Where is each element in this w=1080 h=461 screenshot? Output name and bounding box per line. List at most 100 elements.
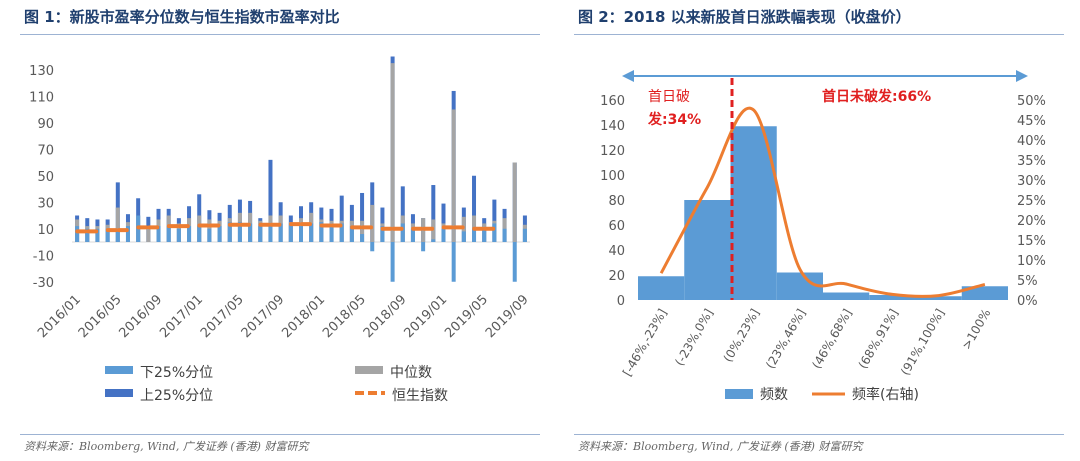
x-tick-label: 2016/01	[35, 292, 84, 341]
bar-q1	[237, 222, 242, 242]
arrow-left-icon	[622, 70, 634, 82]
bar-q1	[105, 228, 110, 242]
y-left-tick-label: 40	[608, 244, 625, 259]
bar-q1	[370, 242, 375, 252]
category-label: (91%,100%]	[898, 307, 947, 378]
category-label: (23%,46%]	[763, 307, 808, 372]
legend-label-line: 频率(右轴)	[852, 386, 919, 403]
category-label: >100%	[959, 307, 993, 352]
category-label: (68%,91%]	[856, 307, 901, 372]
bar-q1	[319, 222, 324, 242]
bar-q1	[461, 231, 466, 242]
bar-q3	[431, 185, 436, 242]
bar-q1	[115, 228, 120, 242]
histogram-bar	[869, 295, 916, 300]
bar-q1	[512, 242, 517, 282]
footer-divider	[20, 434, 540, 435]
bar-q1	[339, 223, 344, 242]
bar-q1	[380, 226, 385, 242]
bar-median	[390, 63, 395, 242]
bar-q1	[431, 239, 436, 242]
bar-q1	[85, 228, 90, 242]
bar-median	[370, 204, 375, 242]
legend-label-bar: 频数	[760, 387, 788, 403]
bar-q1	[207, 228, 212, 242]
y-right-tick-label: 15%	[1017, 234, 1046, 249]
x-tick-label: 2018/01	[279, 292, 328, 341]
y-right-tick-label: 5%	[1017, 274, 1038, 289]
y-tick-label: 30	[37, 196, 54, 211]
legend-swatch-q1	[105, 366, 133, 374]
y-left-tick-label: 100	[600, 169, 625, 184]
histogram-bar	[684, 200, 731, 300]
bar-q1	[176, 228, 181, 242]
bar-median	[360, 220, 365, 242]
y-left-tick-label: 20	[608, 269, 625, 284]
legend-label-hsi: 恒生指数	[392, 388, 448, 404]
histogram-bar	[638, 276, 685, 300]
y-right-tick-label: 50%	[1017, 94, 1046, 109]
bar-q1	[166, 226, 171, 242]
bar-q1	[472, 228, 477, 242]
y-left-tick-label: 80	[608, 194, 625, 209]
y-tick-label: -10	[33, 249, 54, 264]
legend-label-q1: 下25%分位	[140, 365, 213, 381]
title-divider	[20, 34, 540, 35]
histogram-bar	[961, 286, 1008, 300]
y-tick-label: 70	[37, 143, 54, 158]
y-left-tick-label: 60	[608, 219, 625, 234]
y-right-tick-label: 0%	[1017, 294, 1038, 309]
x-tick-label: 2017/01	[157, 292, 206, 341]
bar-q1	[95, 228, 100, 242]
y-tick-label: 10	[37, 223, 54, 238]
legend-swatch-median	[355, 366, 383, 374]
bar-median	[146, 228, 151, 242]
bar-median	[512, 162, 517, 242]
bar-q1	[75, 226, 80, 242]
bar-q1	[329, 226, 334, 242]
bar-q1	[522, 228, 527, 242]
bar-q1	[156, 226, 161, 242]
bar-q1	[482, 228, 487, 242]
bar-q1	[248, 223, 253, 242]
bar-q1	[502, 228, 507, 242]
bar-q1	[197, 226, 202, 242]
category-label: [-46%,-23%]	[620, 307, 670, 379]
histogram-bar	[823, 292, 870, 300]
bar-median	[431, 219, 436, 242]
histogram-bar	[915, 296, 962, 300]
x-tick-label: 2019/05	[442, 292, 491, 341]
title-divider	[574, 34, 1064, 35]
y-left-tick-label: 160	[600, 94, 625, 109]
left-source-note: 资料来源：Bloomberg, Wind, 广发证券 (香港) 财富研究	[24, 440, 309, 453]
bar-q1	[421, 242, 426, 252]
y-right-tick-label: 40%	[1017, 134, 1046, 149]
legend-swatch-q3	[105, 389, 133, 397]
bar-q1	[410, 228, 415, 242]
y-right-tick-label: 45%	[1017, 114, 1046, 129]
y-left-tick-label: 0	[617, 294, 625, 309]
y-right-tick-label: 35%	[1017, 154, 1046, 169]
annotation-break-pct: 发:34%	[647, 111, 701, 128]
bar-q3	[268, 159, 273, 242]
category-label: (46%,68%]	[809, 307, 854, 372]
legend-swatch-bar	[725, 389, 753, 399]
annotation-break: 首日破	[648, 89, 690, 105]
x-tick-label: 2016/05	[76, 292, 125, 341]
x-tick-label: 2019/01	[402, 292, 451, 341]
y-tick-label: 50	[37, 170, 54, 185]
y-tick-label: -30	[33, 276, 54, 291]
bar-q1	[441, 228, 446, 242]
y-left-tick-label: 140	[600, 119, 625, 134]
bar-median	[451, 109, 456, 242]
bar-q1	[349, 226, 354, 242]
y-left-tick-label: 120	[600, 144, 625, 159]
bar-q1	[390, 242, 395, 282]
x-tick-label: 2017/05	[198, 292, 247, 341]
bar-q1	[400, 223, 405, 242]
bar-q1	[299, 226, 303, 242]
bar-q1	[125, 226, 130, 242]
y-right-tick-label: 20%	[1017, 214, 1046, 229]
bar-q1	[268, 226, 273, 242]
bar-q1	[278, 223, 283, 242]
